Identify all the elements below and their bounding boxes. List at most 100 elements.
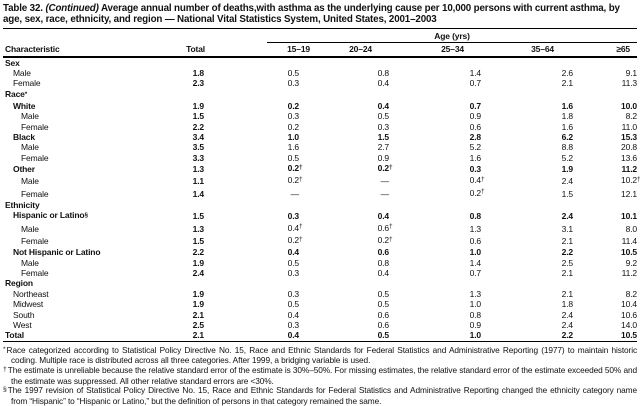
value-cell: 12.1 <box>621 188 637 199</box>
row-label: Male <box>21 142 39 153</box>
table-row: Northeast 1.9 0.3 0.5 1.3 2.1 8.2 <box>3 289 637 299</box>
row-label: Sex <box>5 57 20 68</box>
row-label: Other <box>13 164 35 175</box>
value-cell: 8.8 <box>561 142 574 153</box>
table-row: White 1.9 0.2 0.4 0.7 1.6 10.0 <box>3 101 637 111</box>
table-row: Female 1.4 — — 0.2† 1.5 12.1 <box>3 188 637 200</box>
row-label: Not Hispanic or Latino <box>13 247 101 258</box>
footnote-ethnicity-name: §The 1997 revision of Statistical Policy… <box>3 386 637 406</box>
value-cell: 0.3 <box>287 268 300 279</box>
value-cell: 0.2† <box>287 235 303 246</box>
value-cell: 0.8 <box>469 211 482 222</box>
value-cell: 10.5 <box>621 247 637 258</box>
value-cell <box>205 200 312 210</box>
value-cell: 0.3 <box>287 111 300 122</box>
value-cell: 2.5 <box>192 319 205 330</box>
column-header-characteristic: Characteristic <box>3 42 150 58</box>
value-cell: 1.4 <box>469 257 482 268</box>
value-cell: 0.4 <box>377 211 390 222</box>
value-cell: 1.8 <box>561 299 574 310</box>
value-cell <box>205 57 312 68</box>
value-cell: 0.5 <box>287 67 300 78</box>
row-label: Region <box>5 278 33 289</box>
value-cell: 2.1 <box>561 236 574 247</box>
row-label: Female <box>21 152 49 163</box>
value-cell <box>205 278 312 288</box>
value-cell: 0.8 <box>469 309 482 320</box>
value-cell: 1.9 <box>561 164 574 175</box>
value-cell: 0.6 <box>377 247 390 258</box>
value-cell: 1.6 <box>561 121 574 132</box>
row-label: Female <box>13 78 41 89</box>
value-cell <box>392 89 482 101</box>
value-cell: 0.5 <box>287 257 300 268</box>
header-spacer <box>3 29 150 43</box>
value-cell: 0.2† <box>469 187 485 198</box>
column-header-age-20-24: 20–24 <box>312 42 392 58</box>
value-cell: 0.4 <box>377 268 390 279</box>
value-cell <box>574 278 637 288</box>
value-cell: 2.2 <box>192 121 205 132</box>
row-label: Northeast <box>13 288 49 299</box>
footnote-marker: § <box>3 386 7 394</box>
value-cell: 0.3 <box>287 78 300 89</box>
value-cell <box>312 200 392 210</box>
value-cell: 0.9 <box>469 111 482 122</box>
value-cell: 10.0 <box>621 100 637 111</box>
column-header-total: Total <box>150 42 205 58</box>
table-row: Male 1.1 0.2† — 0.4† 2.4 10.2† <box>3 175 640 187</box>
table-row: South 2.1 0.4 0.6 0.8 2.4 10.6 <box>3 310 637 320</box>
title-text: Average annual number of deaths,with ast… <box>3 3 620 25</box>
value-cell: 9.1 <box>625 67 638 78</box>
value-cell: 0.9 <box>469 319 482 330</box>
value-cell: 0.4 <box>287 309 300 320</box>
row-label: Midwest <box>13 299 44 310</box>
value-cell: 14.0 <box>621 319 637 330</box>
value-cell: 1.6 <box>561 100 574 111</box>
value-cell: 5.2 <box>469 142 482 153</box>
value-cell: — <box>290 188 300 199</box>
row-label: Female <box>21 188 49 199</box>
value-cell: 0.7 <box>469 78 482 89</box>
value-cell: 1.9 <box>192 299 205 310</box>
value-cell <box>392 200 482 210</box>
column-header-age-65-plus: ≥65 <box>574 42 637 58</box>
value-cell: 0.5 <box>377 330 390 341</box>
value-cell: 2.7 <box>377 142 390 153</box>
footnote-marker: * <box>24 90 28 98</box>
column-header-row: Characteristic Total 15–19 20–24 25–34 3… <box>3 42 637 58</box>
value-cell: 0.3 <box>469 164 482 175</box>
value-cell: 2.4 <box>561 176 574 187</box>
table-row: Other 1.3 0.2† 0.2† 0.3 1.9 11.2 <box>3 163 637 175</box>
value-cell: 0.3 <box>287 288 300 299</box>
value-cell: 0.6† <box>377 222 393 233</box>
value-cell <box>312 89 392 101</box>
row-label: Black <box>13 132 35 142</box>
table-title: Table 32. (Continued) Average annual num… <box>3 3 637 29</box>
row-label: Hispanic or Latino§ <box>13 210 88 221</box>
value-cell: 9.2 <box>625 257 638 268</box>
column-header-age-15-19: 15–19 <box>205 42 312 58</box>
value-cell: 2.4 <box>561 211 574 222</box>
value-cell: 1.5 <box>561 188 574 199</box>
table-row: Black 3.4 1.0 1.5 2.8 6.2 15.3 <box>3 132 637 142</box>
value-cell: 0.5 <box>287 152 300 163</box>
value-cell: 1.8 <box>192 67 205 78</box>
value-cell <box>150 278 205 288</box>
value-cell: 8.2 <box>625 111 638 122</box>
value-cell: — <box>380 188 390 199</box>
value-cell: 13.6 <box>621 152 637 163</box>
row-label: Male <box>21 111 39 122</box>
table-row: Total 2.1 0.4 0.5 1.0 2.2 10.5 <box>3 330 637 341</box>
row-label: Total <box>5 330 24 341</box>
value-cell: 1.4 <box>469 67 482 78</box>
value-cell: 0.7 <box>469 100 482 111</box>
row-label: Female <box>21 268 49 279</box>
value-cell: 11.3 <box>621 78 637 89</box>
value-cell: 1.3 <box>469 223 482 234</box>
value-cell <box>392 57 482 68</box>
footnote-marker: § <box>84 212 88 220</box>
value-cell: — <box>380 176 390 187</box>
value-cell: 2.1 <box>192 330 205 341</box>
